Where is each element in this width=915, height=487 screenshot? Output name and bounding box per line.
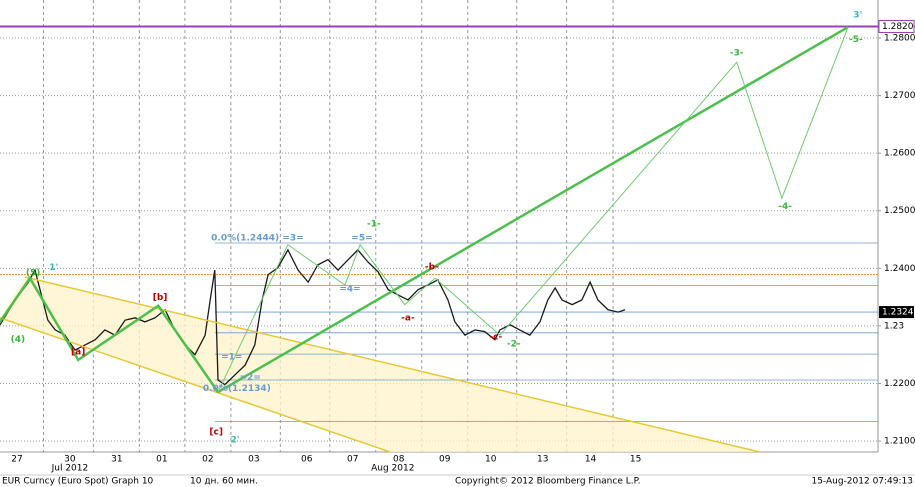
- x-tick-label: 14: [585, 455, 597, 465]
- wave-label: [a]: [71, 347, 85, 357]
- wave-label: -2-: [507, 339, 521, 349]
- wave-label: 1': [49, 263, 58, 273]
- x-tick-label: 07: [347, 455, 358, 465]
- target-label: 1.2820: [882, 22, 914, 32]
- wave-label: -3-: [730, 48, 744, 58]
- x-tick-label: 31: [111, 455, 122, 465]
- wave-label: 0.0%(1.2444): [211, 233, 279, 243]
- wave-label: =5=: [351, 233, 372, 243]
- y-tick-label: 1.23: [884, 321, 904, 331]
- wave-label: -b-: [425, 263, 439, 273]
- wave-label: -a-: [401, 313, 415, 323]
- wave-label: (5): [26, 268, 41, 278]
- footer-security: EUR Curncy (Euro Spot) Graph 10: [2, 477, 154, 487]
- x-tick-label: 06: [301, 455, 313, 465]
- channel-fill: [0, 276, 760, 452]
- x-tick-label: 09: [439, 455, 451, 465]
- wave-label: =3=: [282, 233, 303, 243]
- wave-label: 2': [231, 435, 240, 445]
- x-tick-label: 15: [630, 455, 641, 465]
- wave-label: [c]: [209, 427, 223, 437]
- wave-label: =4=: [339, 285, 360, 295]
- x-tick-label: 27: [11, 455, 22, 465]
- wave-line: [24, 276, 760, 453]
- wave-label: 0.0%(1.2134): [203, 384, 271, 394]
- y-tick-label: 1.2100: [884, 437, 915, 447]
- wave-label: -4-: [778, 202, 792, 212]
- footer-period: 10 дн. 60 мин.: [190, 477, 258, 487]
- x-tick-label: 13: [537, 455, 548, 465]
- wave-label: -1-: [367, 219, 381, 229]
- wave-label: [b]: [153, 293, 168, 303]
- wave-label: 3': [853, 10, 862, 20]
- wave-label: -c-: [489, 332, 502, 342]
- y-tick-label: 1.2800: [884, 34, 915, 44]
- wave-label: -5-: [849, 35, 863, 45]
- price-line: [0, 248, 626, 386]
- month-label: Aug 2012: [371, 464, 414, 474]
- wave-line: [217, 26, 849, 393]
- last-price-box: [879, 306, 914, 319]
- x-tick-label: 01: [156, 455, 167, 465]
- target-box: [878, 19, 915, 33]
- y-tick-label: 1.2600: [884, 149, 915, 159]
- x-tick-label: 10: [485, 455, 497, 465]
- wave-line: [0, 317, 391, 453]
- last-price-label: 1.2324: [882, 308, 914, 318]
- footer-copyright: Copyright© 2012 Bloomberg Finance L.P.: [455, 477, 640, 487]
- month-label: Jul 2012: [51, 464, 89, 474]
- wave-label: =2=: [240, 373, 261, 383]
- y-tick-label: 1.2500: [884, 206, 915, 216]
- x-tick-label: 03: [248, 455, 259, 465]
- y-tick-label: 1.2700: [884, 91, 915, 101]
- y-tick-label: 1.2400: [884, 264, 915, 274]
- wave-line: [0, 275, 220, 393]
- wave-label: =1=: [221, 352, 242, 362]
- x-tick-label: 02: [202, 455, 213, 465]
- footer-timestamp: 15-Aug-2012 07:49:13: [811, 477, 913, 487]
- wave-label: (4): [11, 335, 26, 345]
- x-tick-label: 30: [64, 455, 76, 465]
- wave-line: [217, 25, 849, 394]
- y-tick-label: 1.2200: [884, 379, 915, 389]
- x-tick-label: 08: [393, 455, 405, 465]
